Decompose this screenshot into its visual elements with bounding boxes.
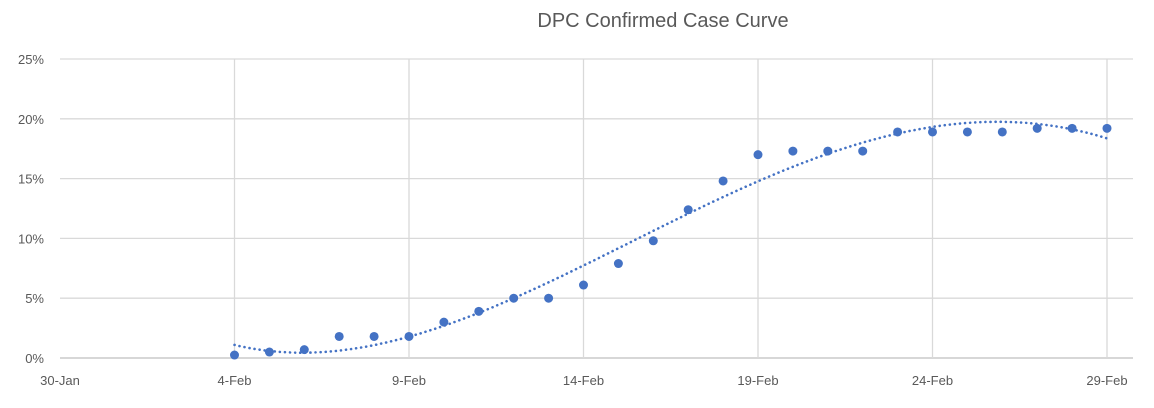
x-axis: 30-Jan 4-Feb 9-Feb 14-Feb 19-Feb 24-Feb 29-Feb [40, 373, 1127, 388]
data-point [404, 331, 414, 341]
data-point [439, 317, 449, 327]
y-tick-label: 0% [25, 351, 44, 366]
chart-title: DPC Confirmed Case Curve [537, 10, 788, 32]
data-point [264, 347, 274, 357]
x-tick-label: 4-Feb [218, 373, 252, 388]
data-point [718, 176, 728, 186]
x-tick-label: 9-Feb [392, 373, 426, 388]
x-tick-label: 24-Feb [912, 373, 953, 388]
y-tick-label: 10% [18, 231, 44, 246]
x-tick-label: 29-Feb [1086, 373, 1127, 388]
data-points [230, 123, 1112, 360]
data-point [1032, 123, 1042, 133]
y-tick-label: 5% [25, 291, 44, 306]
x-tick-label: 14-Feb [563, 373, 604, 388]
data-point [334, 331, 344, 341]
data-point [1067, 123, 1077, 133]
data-point [648, 236, 658, 246]
data-point [544, 293, 554, 303]
y-tick-label: 20% [18, 112, 44, 127]
y-tick-label: 15% [18, 172, 44, 187]
data-point [474, 306, 484, 316]
data-point [962, 127, 972, 137]
data-point [369, 331, 379, 341]
data-point [579, 280, 588, 290]
data-point [753, 150, 763, 160]
data-point [858, 146, 868, 156]
data-point [823, 146, 833, 156]
data-point [613, 259, 623, 269]
y-axis: 0% 5% 10% 15% 20% 25% [18, 52, 44, 366]
data-point [299, 345, 309, 355]
trendline-path [233, 120, 1109, 354]
data-point [509, 293, 519, 303]
trendline [233, 120, 1109, 354]
data-point [788, 146, 798, 156]
data-point [1102, 123, 1112, 133]
data-point [230, 350, 239, 360]
data-point [997, 127, 1007, 137]
x-tick-label: 30-Jan [40, 373, 80, 388]
gridlines [60, 58, 1133, 359]
data-point [893, 127, 903, 137]
y-tick-label: 25% [18, 52, 44, 67]
x-tick-label: 19-Feb [737, 373, 778, 388]
data-point [928, 127, 937, 137]
data-point [683, 205, 693, 215]
